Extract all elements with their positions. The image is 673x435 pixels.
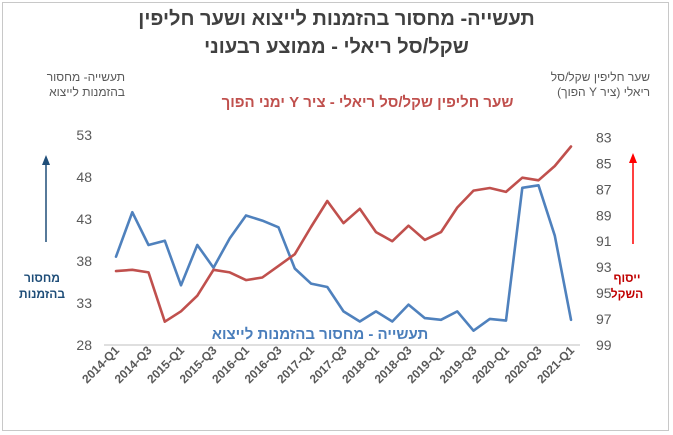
right-tick-label: 93 bbox=[596, 259, 612, 275]
series-line-exchange-rate bbox=[114, 145, 573, 324]
left-tick-label: 53 bbox=[76, 127, 92, 143]
chart-title-line2: שקל/סל ריאלי - ממוצע רבעוני bbox=[204, 36, 469, 58]
left-tick-label: 33 bbox=[76, 295, 92, 311]
right-tick-label: 83 bbox=[596, 129, 612, 145]
chart-title-line1: תעשייה- מחסור בהזמנות לייצוא ושער חליפין bbox=[138, 8, 535, 30]
chart-series bbox=[114, 145, 573, 333]
right-axis-title: שער חליפין שקל/סל ריאלי (ציר Y הפוך) bbox=[550, 70, 650, 99]
left-tick-label: 43 bbox=[76, 211, 92, 227]
left-arrow-head bbox=[42, 155, 50, 165]
left-tick-label: 38 bbox=[76, 253, 92, 269]
left-axis-title: תעשייה- מחסור בהזמנות לייצוא bbox=[46, 70, 125, 99]
right-tick-label: 95 bbox=[596, 285, 612, 301]
right-arrow-label: ייסוף השקל bbox=[610, 271, 644, 301]
series-line-export-orders bbox=[114, 184, 573, 333]
annotation-exchange-rate: שער חליפין שקל/סל ריאלי - ציר Y ימני הפו… bbox=[221, 94, 514, 111]
left-arrow-label: מחסור בהזמנות bbox=[18, 271, 66, 301]
left-tick-label: 28 bbox=[76, 337, 92, 353]
left-tick-label: 48 bbox=[76, 169, 92, 185]
right-arrow-head bbox=[629, 153, 637, 163]
annotation-export-orders: תעשייה - מחסור בהזמנות לייצוא bbox=[211, 326, 429, 343]
right-tick-label: 85 bbox=[596, 155, 612, 171]
right-tick-label: 89 bbox=[596, 207, 612, 223]
right-tick-label: 99 bbox=[596, 337, 612, 353]
right-tick-label: 91 bbox=[596, 233, 612, 249]
right-tick-label: 97 bbox=[596, 311, 612, 327]
direction-arrows bbox=[42, 153, 637, 244]
right-tick-label: 87 bbox=[596, 181, 612, 197]
chart-frame bbox=[2, 2, 669, 431]
